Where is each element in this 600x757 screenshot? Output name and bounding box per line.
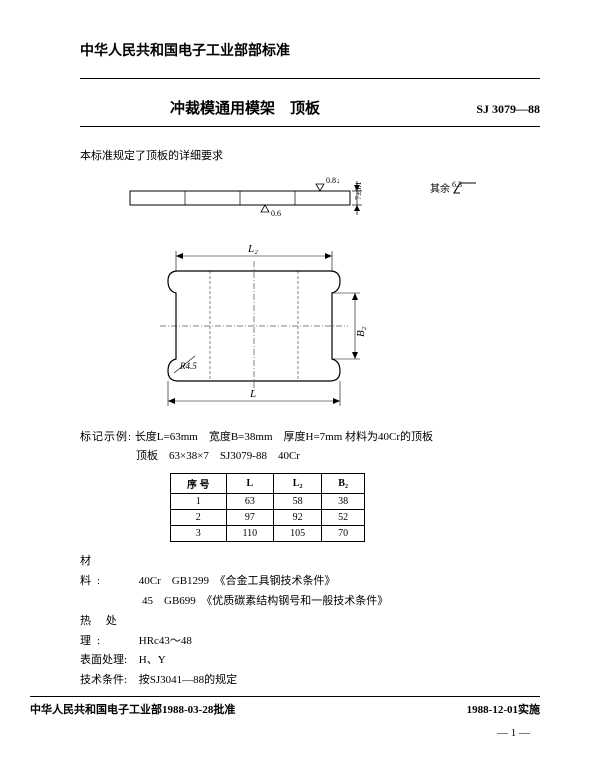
table-header-row: 序 号 L L₂ B₂ — [171, 474, 365, 494]
title-row: 冲裁模通用模架 顶板 SJ 3079—88 — [80, 97, 540, 118]
diagram-side-view: 0.8↓ 0.6 7±0.1 — [120, 173, 400, 223]
diagram-top-view: L₂ L B₂ R4.5 — [140, 231, 380, 421]
standard-number: SJ 3079—88 — [476, 102, 540, 117]
marking-line1: 长度L=63mm 宽度B=38mm 厚度H=7mm 材料为40Cr的顶板 — [135, 431, 433, 443]
marking-line2: 顶板 63×38×7 SJ3079-88 40Cr — [136, 450, 300, 462]
table-row: 311010570 — [171, 526, 365, 542]
svg-text:0.8↓: 0.8↓ — [326, 176, 340, 185]
approval-date: 中华人民共和国电子工业部1988-03-28批准 — [30, 701, 235, 717]
remainder-annotation: 其余 6.3 — [430, 179, 478, 195]
footer: 中华人民共和国电子工业部1988-03-28批准 1988-12-01实施 — [0, 696, 600, 717]
effective-date: 1988-12-01实施 — [467, 701, 540, 717]
svg-text:B₂: B₂ — [355, 326, 367, 337]
svg-text:0.6: 0.6 — [271, 209, 281, 218]
material-field: 材 料: 40Cr GB1299 《合金工具钢技术条件》 — [80, 552, 540, 592]
heat-field: 热 处 理: HRc43～48 — [80, 612, 540, 652]
col-L2: L₂ — [274, 474, 322, 494]
document-page: 中华人民共和国电子工业部部标准 冲裁模通用模架 顶板 SJ 3079—88 本标… — [0, 0, 600, 757]
document-title: 冲裁模通用模架 顶板 — [170, 97, 320, 118]
rule-bottom — [30, 696, 540, 697]
rule-top — [80, 78, 540, 79]
table-row: 1635838 — [171, 494, 365, 510]
svg-text:L: L — [249, 388, 256, 400]
page-number: — 1 — — [497, 727, 530, 739]
svg-text:7±0.1: 7±0.1 — [354, 182, 363, 200]
col-B2: B₂ — [322, 474, 365, 494]
surface-symbol-icon: 6.3 — [452, 179, 478, 195]
tech-field: 技术条件: 按SJ3041—88的规定 — [80, 671, 540, 691]
marking-label: 标记示例: — [80, 431, 132, 443]
svg-text:R4.5: R4.5 — [179, 361, 197, 371]
marking-example: 标记示例: 长度L=63mm 宽度B=38mm 厚度H=7mm 材料为40Cr的… — [80, 428, 540, 465]
material-line2: 45 GB699 《优质碳素结构钢号和一般技术条件》 — [142, 592, 540, 612]
col-L: L — [226, 474, 274, 494]
table-row: 2979252 — [171, 510, 365, 526]
rule-title — [80, 126, 540, 127]
svg-text:L₂: L₂ — [247, 243, 258, 255]
spec-table: 序 号 L L₂ B₂ 1635838 2979252 311010570 — [170, 473, 365, 542]
col-seq: 序 号 — [171, 474, 227, 494]
intro-text: 本标准规定了顶板的详细要求 — [80, 147, 540, 163]
diagram-1-row: 0.8↓ 0.6 7±0.1 其余 6.3 — [80, 173, 540, 223]
department-header: 中华人民共和国电子工业部部标准 — [80, 40, 540, 60]
surface-field: 表面处理: H、Y — [80, 651, 540, 671]
spec-fields: 材 料: 40Cr GB1299 《合金工具钢技术条件》 45 GB699 《优… — [80, 552, 540, 691]
